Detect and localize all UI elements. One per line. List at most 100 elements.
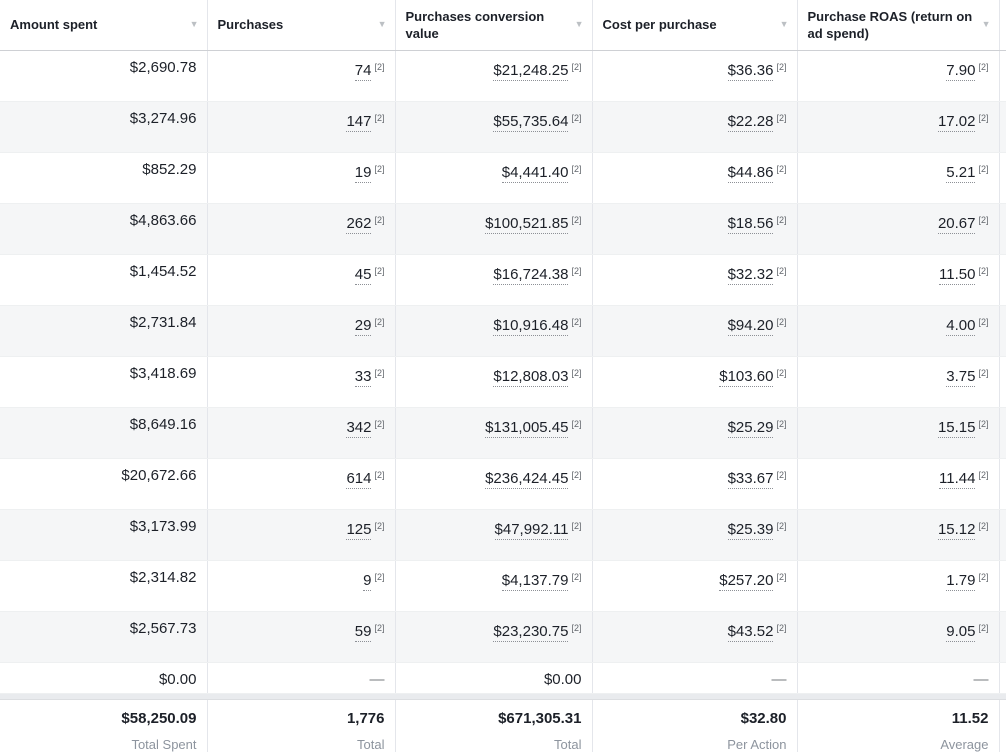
- metric-value[interactable]: 15.15: [937, 418, 976, 438]
- metric-value[interactable]: $12,808.03: [493, 367, 569, 387]
- metric-value[interactable]: 33: [354, 367, 372, 387]
- metric-value[interactable]: 11.44: [939, 469, 976, 489]
- metric-value[interactable]: $32.32: [727, 265, 774, 285]
- metric-value[interactable]: $100,521.85: [485, 214, 569, 234]
- column-header-cost-per-purchase[interactable]: Cost per purchase ▼: [592, 0, 798, 51]
- footnote-marker[interactable]: [2]: [776, 367, 787, 378]
- metric-value[interactable]: 9.05: [946, 622, 976, 642]
- sort-caret-icon[interactable]: ▼: [574, 19, 584, 30]
- table-row[interactable]: $3,274.96 147 [2] $55,735.64 [2] $22.28 [2] 17.…: [0, 101, 1006, 153]
- footnote-marker[interactable]: [2]: [571, 367, 582, 378]
- metric-value[interactable]: $23,230.75: [493, 622, 569, 642]
- metric-value[interactable]: $25.39: [727, 520, 774, 540]
- metric-value[interactable]: 45: [354, 265, 372, 285]
- metric-value[interactable]: $236,424.45: [485, 469, 569, 489]
- footnote-marker[interactable]: [2]: [776, 418, 787, 429]
- footnote-marker[interactable]: [2]: [978, 622, 989, 633]
- footnote-marker[interactable]: [2]: [571, 61, 582, 72]
- footnote-marker[interactable]: [2]: [776, 316, 787, 327]
- metric-value[interactable]: 5.21: [946, 163, 976, 183]
- metric-value[interactable]: $103.60: [719, 367, 774, 387]
- footnote-marker[interactable]: [2]: [978, 571, 989, 582]
- footnote-marker[interactable]: [2]: [571, 163, 582, 174]
- table-row[interactable]: $8,649.16 342 [2] $131,005.45 [2] $25.29 [2] 15…: [0, 407, 1006, 459]
- metric-value[interactable]: $4,137.79: [501, 571, 569, 591]
- footnote-marker[interactable]: [2]: [571, 112, 582, 123]
- footnote-marker[interactable]: [2]: [978, 163, 989, 174]
- footnote-marker[interactable]: [2]: [374, 418, 385, 429]
- metric-value[interactable]: 342: [346, 418, 372, 438]
- metric-value[interactable]: 59: [354, 622, 372, 642]
- metric-value[interactable]: 614: [346, 469, 372, 489]
- footnote-marker[interactable]: [2]: [978, 520, 989, 531]
- footnote-marker[interactable]: [2]: [978, 469, 989, 480]
- footnote-marker[interactable]: [2]: [374, 367, 385, 378]
- footnote-marker[interactable]: [2]: [571, 265, 582, 276]
- sort-caret-icon[interactable]: ▼: [779, 19, 789, 30]
- metric-value[interactable]: 19: [354, 163, 372, 183]
- footnote-marker[interactable]: [2]: [776, 61, 787, 72]
- metric-value[interactable]: $43.52: [727, 622, 774, 642]
- footnote-marker[interactable]: [2]: [374, 163, 385, 174]
- footnote-marker[interactable]: [2]: [374, 61, 385, 72]
- metric-value[interactable]: $33.67: [727, 469, 774, 489]
- metric-value[interactable]: 74: [354, 61, 372, 81]
- column-header-purchases[interactable]: Purchases ▼: [207, 0, 396, 51]
- metric-value[interactable]: 3.75: [946, 367, 976, 387]
- metric-value[interactable]: 125: [346, 520, 372, 540]
- table-row[interactable]: $1,454.52 45 [2] $16,724.38 [2] $32.32 [2] 11.5…: [0, 254, 1006, 306]
- metric-value[interactable]: 11.50: [939, 265, 976, 285]
- metric-value[interactable]: $131,005.45: [485, 418, 569, 438]
- footnote-marker[interactable]: [2]: [374, 265, 385, 276]
- column-header-conversion-value[interactable]: Purchases conversion value ▼: [395, 0, 593, 51]
- table-row[interactable]: $2,567.73 59 [2] $23,230.75 [2] $43.52 [2] 9.05…: [0, 611, 1006, 663]
- footnote-marker[interactable]: [2]: [776, 520, 787, 531]
- metric-value[interactable]: $10,916.48: [493, 316, 569, 336]
- footnote-marker[interactable]: [2]: [374, 571, 385, 582]
- metric-value[interactable]: $94.20: [727, 316, 774, 336]
- footnote-marker[interactable]: [2]: [978, 418, 989, 429]
- footnote-marker[interactable]: [2]: [571, 214, 582, 225]
- sort-caret-icon[interactable]: ▼: [981, 19, 991, 30]
- metric-value[interactable]: $257.20: [719, 571, 774, 591]
- column-header-amount-spent[interactable]: Amount spent ▼: [0, 0, 208, 51]
- footnote-marker[interactable]: [2]: [776, 622, 787, 633]
- metric-value[interactable]: 15.12: [937, 520, 976, 540]
- table-row[interactable]: $2,690.78 74 [2] $21,248.25 [2] $36.36 [2] 7.90…: [0, 50, 1006, 102]
- footnote-marker[interactable]: [2]: [571, 622, 582, 633]
- table-row[interactable]: $852.29 19 [2] $4,441.40 [2] $44.86 [2] 5.21 [2]: [0, 152, 1006, 204]
- footnote-marker[interactable]: [2]: [571, 571, 582, 582]
- metric-value[interactable]: 4.00: [946, 316, 976, 336]
- table-row[interactable]: $2,731.84 29 [2] $10,916.48 [2] $94.20 [2] 4.00…: [0, 305, 1006, 357]
- footnote-marker[interactable]: [2]: [776, 214, 787, 225]
- metric-value[interactable]: $4,441.40: [501, 163, 569, 183]
- metric-value[interactable]: $22.28: [727, 112, 774, 132]
- metric-value[interactable]: $16,724.38: [493, 265, 569, 285]
- metric-value[interactable]: $55,735.64: [493, 112, 569, 132]
- footnote-marker[interactable]: [2]: [571, 316, 582, 327]
- column-header-roas[interactable]: Purchase ROAS (return on ad spend) ▼: [797, 0, 1000, 51]
- footnote-marker[interactable]: [2]: [374, 622, 385, 633]
- footnote-marker[interactable]: [2]: [776, 469, 787, 480]
- metric-value[interactable]: 9: [363, 571, 372, 591]
- metric-value[interactable]: 147: [346, 112, 372, 132]
- footnote-marker[interactable]: [2]: [978, 214, 989, 225]
- footnote-marker[interactable]: [2]: [374, 469, 385, 480]
- metric-value[interactable]: $47,992.11: [494, 520, 569, 540]
- footnote-marker[interactable]: [2]: [776, 163, 787, 174]
- footnote-marker[interactable]: [2]: [571, 469, 582, 480]
- metric-value[interactable]: $18.56: [727, 214, 774, 234]
- metric-value[interactable]: $25.29: [727, 418, 774, 438]
- footnote-marker[interactable]: [2]: [776, 265, 787, 276]
- table-row[interactable]: $0.00 — $0.00 — —: [0, 662, 1006, 694]
- sort-caret-icon[interactable]: ▼: [189, 19, 199, 30]
- table-row[interactable]: $4,863.66 262 [2] $100,521.85 [2] $18.56 [2] 20…: [0, 203, 1006, 255]
- table-row[interactable]: $3,173.99 125 [2] $47,992.11 [2] $25.39 [2] 15.…: [0, 509, 1006, 561]
- footnote-marker[interactable]: [2]: [978, 112, 989, 123]
- table-row[interactable]: $2,314.82 9 [2] $4,137.79 [2] $257.20 [2] 1.79[…: [0, 560, 1006, 612]
- metric-value[interactable]: 17.02: [937, 112, 976, 132]
- metric-value[interactable]: 1.79: [946, 571, 976, 591]
- metric-value[interactable]: $44.86: [727, 163, 774, 183]
- table-row[interactable]: $20,672.66 614 [2] $236,424.45 [2] $33.67 [2] 1…: [0, 458, 1006, 510]
- footnote-marker[interactable]: [2]: [374, 520, 385, 531]
